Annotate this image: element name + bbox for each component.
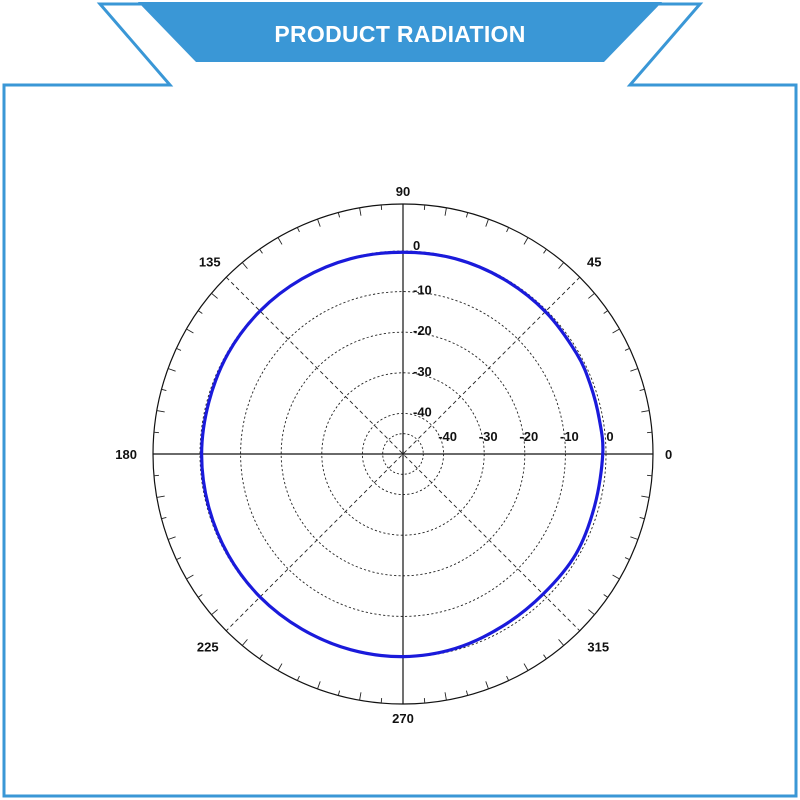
degree-tick <box>186 328 194 334</box>
degree-tick <box>506 675 510 681</box>
angle-label-180: 180 <box>115 447 137 462</box>
degree-tick <box>211 292 218 299</box>
degree-tick <box>156 495 165 498</box>
degree-tick <box>337 690 341 696</box>
degree-tick <box>317 681 321 690</box>
degree-tick <box>277 237 283 245</box>
degree-tick <box>603 310 609 314</box>
diagonal-135 <box>225 276 581 632</box>
ring-label-vertical-1: -10 <box>413 283 432 298</box>
degree-tick <box>296 227 300 233</box>
degree-tick <box>543 248 547 254</box>
series-line-0 <box>200 250 605 659</box>
degree-tick <box>197 594 203 598</box>
angle-label-270: 270 <box>392 711 414 726</box>
angle-label-225: 225 <box>197 639 219 654</box>
degree-tick <box>612 574 620 580</box>
degree-tick <box>523 237 529 245</box>
polar-grid <box>152 203 654 705</box>
angle-label-45: 45 <box>587 255 601 270</box>
ring-label-vertical-4: -40 <box>413 404 432 419</box>
page-title: PRODUCT RADIATION <box>274 21 526 47</box>
degree-tick <box>630 536 639 540</box>
angle-label-315: 315 <box>587 639 609 654</box>
degree-tick <box>176 347 182 351</box>
degree-tick <box>259 654 263 660</box>
degree-tick <box>630 368 639 372</box>
degree-tick <box>359 207 362 216</box>
degree-tick <box>603 594 609 598</box>
degree-tick <box>624 557 630 561</box>
degree-tick <box>558 639 565 646</box>
degree-tick <box>176 557 182 561</box>
degree-tick <box>444 692 447 701</box>
ring-label-horizontal-2: -20 <box>519 429 538 444</box>
series-layer <box>200 250 605 659</box>
angle-label-0: 0 <box>665 447 672 462</box>
ring-label-horizontal-4: 0 <box>606 429 613 444</box>
degree-tick <box>588 292 595 299</box>
degree-tick <box>296 675 300 681</box>
degree-tick <box>259 248 263 254</box>
degree-tick <box>241 639 248 646</box>
degree-tick <box>639 516 645 520</box>
ring-label-horizontal-1: -30 <box>479 429 498 444</box>
degree-tick <box>337 212 341 218</box>
degree-tick <box>485 218 489 227</box>
degree-tick <box>612 328 620 334</box>
degree-tick <box>359 692 362 701</box>
degree-tick <box>277 663 283 671</box>
label-layer: 0 45 90 135 180 225 270 315 0 -10 -20 -30 -40 -40 -30 -… <box>115 184 672 726</box>
degree-tick <box>444 207 447 216</box>
degree-tick <box>241 262 248 269</box>
degree-tick <box>485 681 489 690</box>
degree-tick <box>624 347 630 351</box>
degree-tick <box>317 218 321 227</box>
angle-label-135: 135 <box>199 255 221 270</box>
degree-tick <box>523 663 529 671</box>
angle-label-90: 90 <box>396 184 410 199</box>
degree-tick <box>211 609 218 616</box>
degree-tick <box>641 410 650 413</box>
degree-tick <box>543 654 547 660</box>
degree-tick <box>161 388 167 392</box>
degree-tick <box>156 410 165 413</box>
degree-tick <box>588 609 595 616</box>
degree-tick <box>161 516 167 520</box>
degree-tick <box>558 262 565 269</box>
diagonal-45 <box>225 276 581 632</box>
degree-tick <box>186 574 194 580</box>
ring-label-vertical-2: -20 <box>413 323 432 338</box>
degree-tick <box>639 388 645 392</box>
degree-tick <box>641 495 650 498</box>
ring-label-vertical-0: 0 <box>413 238 420 253</box>
ring-label-vertical-3: -30 <box>413 364 432 379</box>
degree-tick <box>506 227 510 233</box>
ring-label-horizontal-0: -40 <box>438 429 457 444</box>
title-banner <box>138 2 662 62</box>
degree-tick <box>197 310 203 314</box>
degree-tick <box>465 212 469 218</box>
degree-tick <box>465 690 469 696</box>
ring-label-horizontal-3: -10 <box>560 429 579 444</box>
degree-tick <box>167 536 176 540</box>
degree-tick <box>167 368 176 372</box>
